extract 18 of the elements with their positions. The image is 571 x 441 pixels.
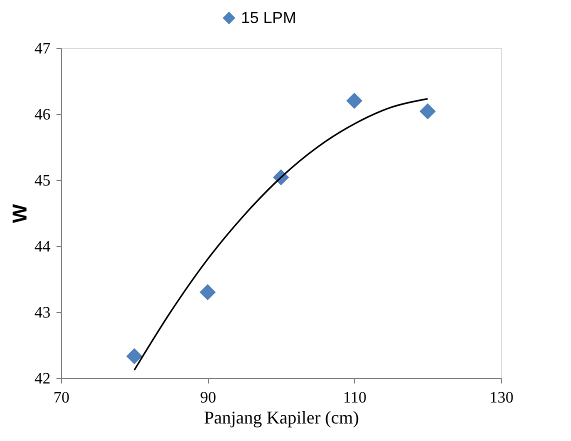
point — [346, 92, 362, 109]
y-tick-label: 43 — [34, 304, 50, 322]
y-tick-label: 45 — [34, 172, 50, 190]
y-axis-title: W — [10, 204, 32, 223]
point — [200, 284, 216, 300]
x-tick-label: 130 — [490, 390, 514, 406]
x-axis-title: Panjang Kapiler (cm) — [204, 408, 359, 428]
point — [126, 348, 142, 364]
y-tick-label: 47 — [34, 40, 50, 58]
x-tick-label: 110 — [343, 390, 367, 406]
x-tick-label: 90 — [200, 390, 216, 406]
y-tick-label: 42 — [34, 370, 50, 388]
point — [420, 103, 436, 120]
y-tick-label: 46 — [34, 106, 50, 124]
y-tick-label: 44 — [34, 238, 50, 256]
legend-label: 15 LPM — [241, 10, 296, 27]
line-series — [134, 98, 428, 371]
x-tick-label: 70 — [54, 390, 70, 406]
